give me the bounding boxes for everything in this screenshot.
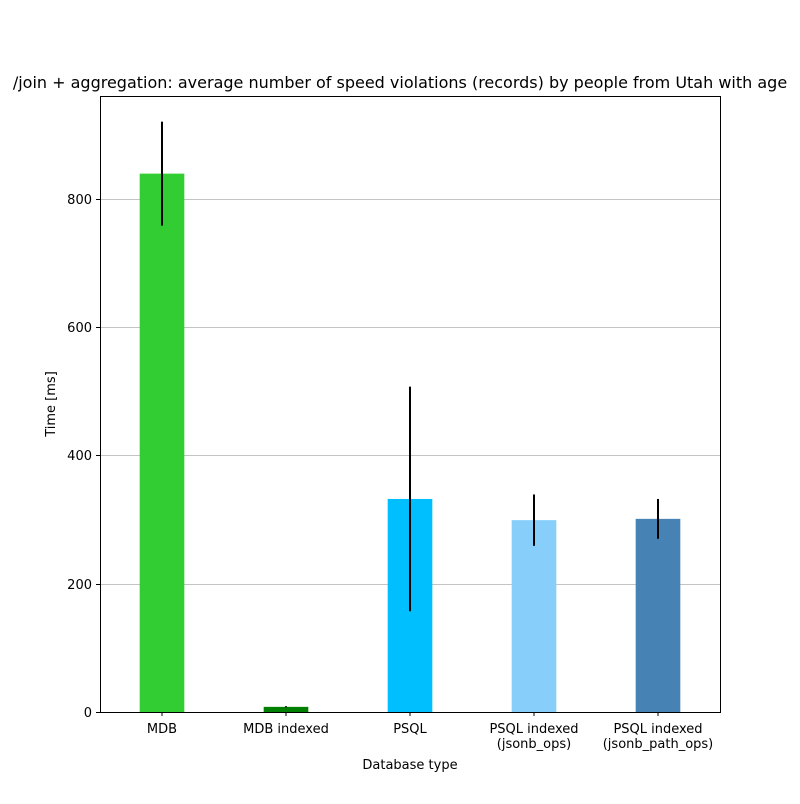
bar (511, 520, 557, 712)
x-tick-label: PSQL indexed (jsonb_ops) (489, 722, 578, 752)
bar (263, 706, 309, 712)
y-tick-label: 800 (67, 193, 92, 208)
x-tick-label: MDB indexed (243, 722, 329, 737)
y-tick-label: 200 (67, 578, 92, 593)
chart-title: /join + aggregation: average number of s… (13, 73, 787, 92)
bar (635, 518, 681, 712)
x-tick-label: PSQL indexed (jsonb_path_ops) (603, 722, 714, 752)
y-axis-label: Time [ms] (44, 371, 59, 438)
y-axis-ticks: 0 200 400 600 800 (67, 193, 100, 721)
bars (139, 173, 681, 712)
x-tick-label: PSQL (393, 722, 427, 737)
error-bars (161, 121, 659, 708)
y-tick-label: 0 (84, 706, 92, 721)
x-axis-ticks: MDB MDB indexed PSQL PSQL indexed (jsonb_ops… (147, 712, 713, 752)
y-tick-label: 600 (67, 321, 92, 336)
x-axis-label: Database type (362, 758, 457, 773)
y-tick-label: 400 (67, 449, 92, 464)
bar (139, 173, 185, 712)
x-tick-label: MDB (147, 722, 177, 737)
